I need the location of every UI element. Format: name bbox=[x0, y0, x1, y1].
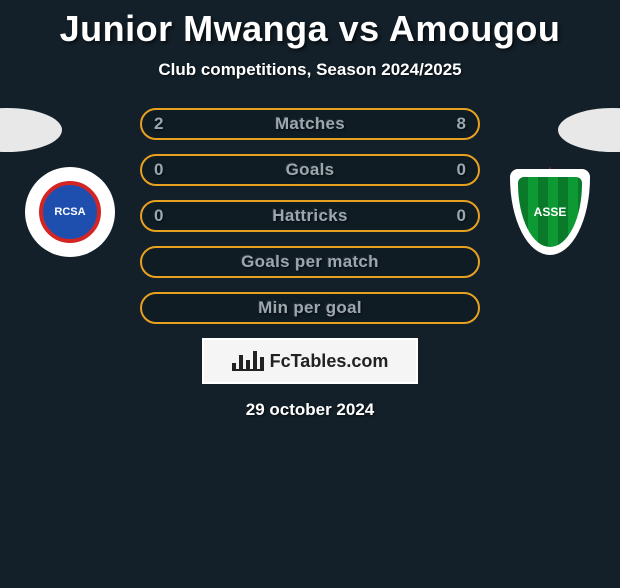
page-subtitle: Club competitions, Season 2024/2025 bbox=[0, 60, 620, 80]
brand-badge[interactable]: FcTables.com bbox=[202, 338, 418, 384]
club-crest-left: RCSA bbox=[20, 168, 120, 256]
stat-value-right: 0 bbox=[457, 160, 466, 180]
stat-label: Hattricks bbox=[272, 206, 347, 226]
content-area: RCSA ★ ASSE 2 Matches 8 0 Goals 0 0 Hattricks 0 G… bbox=[0, 108, 620, 420]
club-crest-right: ★ ASSE bbox=[500, 168, 600, 256]
stat-row: Goals per match bbox=[140, 246, 480, 278]
stat-row: 0 Goals 0 bbox=[140, 154, 480, 186]
bar-icon-bar bbox=[260, 357, 264, 369]
stat-value-left: 2 bbox=[154, 114, 163, 134]
bar-icon-bar bbox=[239, 355, 243, 369]
stat-label: Matches bbox=[275, 114, 345, 134]
stat-label: Min per goal bbox=[258, 298, 362, 318]
crest-right-text: ASSE bbox=[518, 177, 582, 247]
stat-label: Goals per match bbox=[241, 252, 379, 272]
stat-row: 0 Hattricks 0 bbox=[140, 200, 480, 232]
player-photo-right bbox=[558, 108, 620, 152]
bar-icon-bar bbox=[253, 351, 257, 369]
page-title: Junior Mwanga vs Amougou bbox=[0, 8, 620, 50]
bar-icon-bar bbox=[246, 360, 250, 369]
stat-row: Min per goal bbox=[140, 292, 480, 324]
bar-icon-bar bbox=[232, 363, 236, 369]
footer-date: 29 october 2024 bbox=[0, 400, 620, 420]
stat-label: Goals bbox=[286, 160, 335, 180]
player-photo-left bbox=[0, 108, 62, 152]
stat-value-left: 0 bbox=[154, 206, 163, 226]
stat-value-left: 0 bbox=[154, 160, 163, 180]
stat-value-right: 0 bbox=[457, 206, 466, 226]
bar-chart-icon bbox=[232, 351, 264, 371]
crest-left-text: RCSA bbox=[39, 181, 101, 243]
brand-text: FcTables.com bbox=[270, 351, 389, 372]
stat-row: 2 Matches 8 bbox=[140, 108, 480, 140]
stat-value-right: 8 bbox=[457, 114, 466, 134]
stat-rows: 2 Matches 8 0 Goals 0 0 Hattricks 0 Goals per mat… bbox=[140, 108, 480, 324]
